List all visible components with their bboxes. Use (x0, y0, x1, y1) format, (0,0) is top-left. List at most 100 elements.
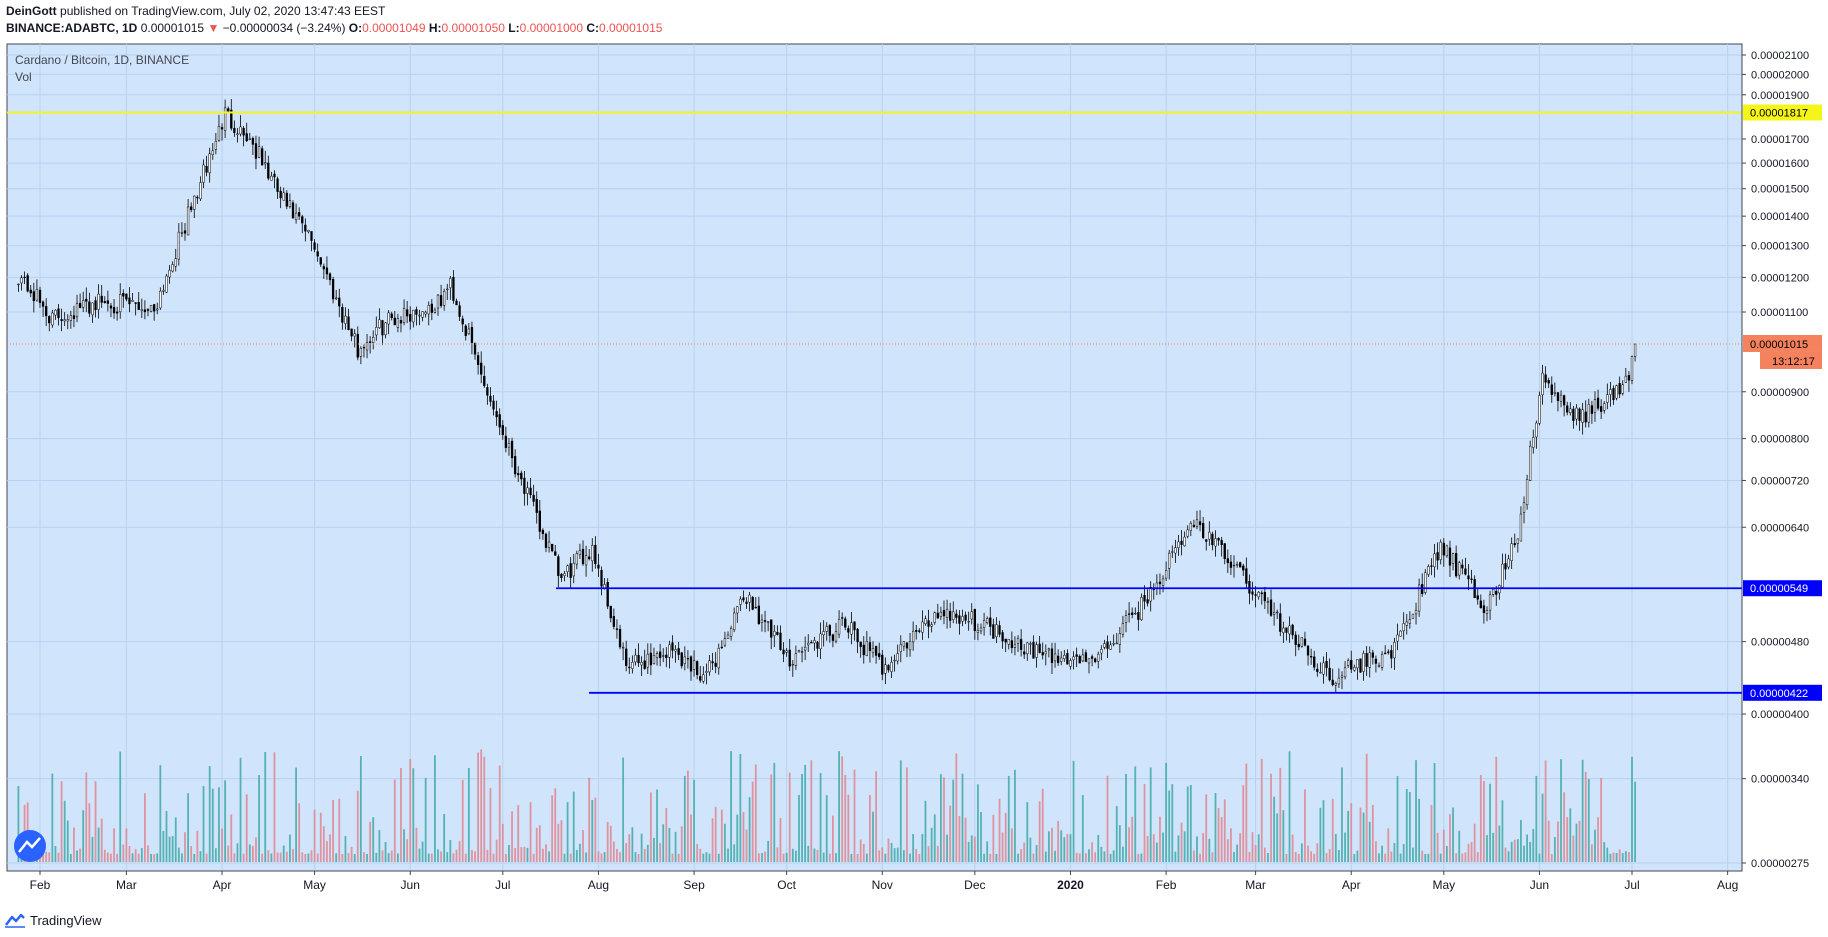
candle-body (1538, 395, 1541, 424)
candle-body (1291, 624, 1294, 636)
volume-bar (631, 827, 634, 862)
volume-bar (1479, 774, 1482, 862)
volume-bar (909, 853, 911, 862)
candle-body (424, 311, 427, 315)
last-price-badge (1743, 334, 1822, 352)
candle-body (736, 606, 739, 614)
candle-body (1519, 513, 1523, 542)
candle-body (544, 533, 548, 548)
candle-body (470, 327, 474, 343)
candle-body (640, 662, 643, 666)
volume-bar (1097, 834, 1100, 862)
candle-body (686, 658, 690, 660)
volume-bar (680, 826, 683, 862)
volume-bar (832, 815, 834, 862)
volume-bar (958, 816, 961, 862)
candle-body (520, 472, 523, 480)
candle-body (1507, 558, 1510, 568)
volume-bar (961, 773, 964, 862)
candle-body (1572, 408, 1575, 421)
candle-body (1578, 408, 1581, 421)
volume-bar (1449, 814, 1451, 862)
volume-bar (1353, 853, 1356, 862)
volume-bar (1100, 846, 1103, 862)
volume-bar (872, 811, 874, 862)
tradingview-footer[interactable]: TradingView (4, 910, 102, 930)
candle-body (871, 648, 875, 653)
level-price-badge (1743, 104, 1822, 121)
volume-bar (452, 853, 455, 862)
volume-bar (1217, 808, 1220, 862)
candle-body (1211, 533, 1214, 546)
candle-body (193, 195, 196, 210)
candle-body (100, 295, 103, 303)
time-tick-label: May (1432, 878, 1455, 892)
candle-body (242, 128, 245, 136)
candle-body (251, 137, 255, 145)
volume-bar (794, 850, 797, 862)
volume-bar (646, 844, 649, 862)
author-name[interactable]: DeinGott (6, 4, 57, 18)
series-legend[interactable]: Cardano / Bitcoin, 1D, BINANCE (15, 53, 190, 67)
volume-bar (1223, 799, 1226, 862)
candle-body (1544, 374, 1547, 383)
volume-bar (153, 853, 156, 862)
volume-bar (949, 805, 952, 862)
volume-bar (548, 851, 550, 862)
candle-body (973, 609, 976, 631)
close-label: C: (586, 21, 600, 35)
candle-body (1599, 406, 1603, 412)
candle-body (655, 653, 659, 659)
candle-body (1331, 679, 1334, 685)
candle-body (82, 300, 85, 308)
candle-body (109, 305, 113, 309)
volume-bar (798, 795, 800, 862)
volume-bar (88, 803, 91, 862)
volume-bar (881, 847, 884, 862)
volume-bar (1606, 847, 1609, 862)
candle-body (634, 654, 637, 663)
volume-bar (45, 851, 48, 862)
candle-body (560, 573, 563, 579)
candle-body (1516, 538, 1519, 544)
volume-bar (890, 842, 893, 862)
volume-bar (653, 837, 655, 862)
volume-bar (893, 848, 896, 862)
volume-bar (1029, 837, 1032, 862)
volume-bar (1128, 827, 1131, 862)
volume-bar (727, 848, 729, 862)
candle-body (1603, 403, 1606, 411)
time-tick-label: Oct (777, 878, 796, 892)
volume-bar (1313, 853, 1316, 862)
volume-bar (1489, 783, 1491, 862)
candle-body (1032, 641, 1035, 659)
volume-bar (634, 852, 637, 862)
candle-body (279, 190, 282, 199)
volume-bar (258, 775, 260, 862)
time-axis[interactable]: Feb Mar Apr May Jun Jul Aug Sep Oct Nov Dec 2020 Feb… (7, 870, 1742, 892)
candle-body (288, 200, 292, 207)
candle-body (1374, 658, 1378, 664)
volume-bar (409, 759, 412, 862)
volume-bar (251, 845, 254, 862)
volume-bar (501, 823, 504, 862)
volume-bar (131, 853, 134, 862)
candle-body (1164, 570, 1168, 579)
volume-bar (1245, 763, 1248, 862)
volume-legend[interactable]: Vol (15, 70, 32, 84)
volume-bar (622, 757, 625, 862)
candle-body (276, 178, 279, 192)
candle-body (868, 642, 872, 652)
price-axis[interactable]: 0.00002100 0.00002000 0.00001900 0.00001700… (1741, 44, 1809, 871)
chart-pane[interactable] (6, 43, 1743, 872)
candle-body (122, 293, 125, 297)
last-price-label: 0.00001015 (1750, 339, 1808, 351)
last-price-text: 0.00001015 (140, 21, 205, 35)
candle-body (1192, 524, 1196, 527)
candle-body (911, 630, 915, 643)
volume-bar (230, 814, 233, 862)
candle-body (1127, 613, 1131, 615)
horizontal-levels[interactable]: 0.00001817 0.00000549 0.00000422 0.00001015… (7, 104, 1822, 862)
volume-bar (1634, 781, 1636, 862)
